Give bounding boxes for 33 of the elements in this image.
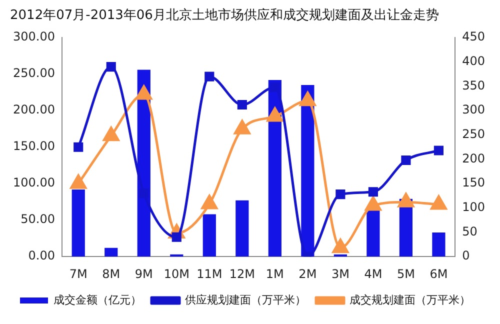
y2-tick-label: 450 <box>462 30 485 44</box>
x-tick-label: 6M <box>430 266 448 281</box>
legend-label: 成交规划建面（万平米） <box>350 293 470 306</box>
x-tick-label: 1M <box>266 266 284 281</box>
y-tick-label: 150.00 <box>12 139 55 154</box>
y-tick-label: 50.00 <box>20 212 55 226</box>
x-tick-label: 12M <box>229 266 255 281</box>
x-tick-label: 3M <box>331 266 350 281</box>
y-tick-label: 250.00 <box>12 66 55 80</box>
y2-tick-label: 0 <box>462 248 470 263</box>
x-tick-label: 9M <box>134 266 153 281</box>
x-tick-label: 2M <box>298 266 317 281</box>
legend-label: 供应规划建面（万平米） <box>185 293 306 306</box>
y2-tick-label: 300 <box>462 102 485 117</box>
chart-title: 2012年07月-2013年06月北京土地市场供应和成交规划建面及出让金走势 <box>10 7 439 24</box>
y2-tick-label: 50 <box>462 224 478 238</box>
y-tick-label: 200.00 <box>12 102 55 117</box>
y-tick-label: 100.00 <box>12 176 55 190</box>
legend-label: 成交金额（亿元） <box>54 293 142 306</box>
y-tick-label: 0.00 <box>28 248 55 263</box>
x-tick-label: 11M <box>196 266 222 281</box>
x-tick-label: 4M <box>364 266 382 281</box>
y2-tick-label: 350 <box>462 78 485 92</box>
x-tick-label: 10M <box>164 266 190 281</box>
x-tick-label: 5M <box>396 266 415 281</box>
y2-tick-label: 100 <box>462 200 485 214</box>
x-tick-label: 7M <box>69 266 88 281</box>
y2-tick-label: 200 <box>462 151 485 166</box>
y2-tick-label: 150 <box>462 176 485 190</box>
y-tick-label: 300.00 <box>12 30 55 44</box>
x-tick-label: 8M <box>102 266 120 281</box>
y2-tick-label: 250 <box>462 127 485 142</box>
y2-tick-label: 400 <box>462 54 485 68</box>
